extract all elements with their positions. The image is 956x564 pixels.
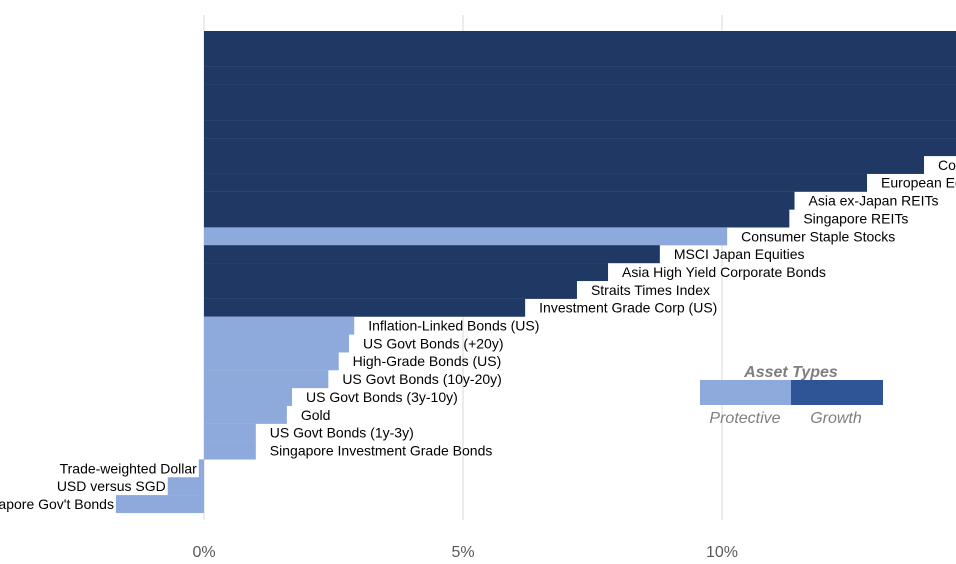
legend-label-protective: Protective (709, 410, 780, 427)
bar-label: Singapore REITs (803, 210, 908, 226)
bar (204, 173, 868, 192)
bar (204, 298, 526, 317)
bar (198, 459, 204, 478)
bar-label: European Equities (881, 175, 956, 191)
bar-label: Gold (301, 407, 331, 423)
bar (167, 477, 204, 496)
x-tick-label: 5% (451, 544, 474, 561)
bar (204, 138, 956, 157)
bar (204, 423, 256, 442)
bar (204, 191, 795, 210)
bar (204, 245, 660, 264)
bar (204, 84, 956, 103)
bars (115, 31, 956, 514)
bar (204, 280, 577, 299)
x-tick-label: 0% (192, 544, 215, 561)
bar (204, 388, 293, 406)
bar (204, 263, 609, 282)
bar-label: US Govt Bonds (10y-20y) (342, 371, 502, 387)
bar (204, 66, 956, 85)
bar (204, 441, 256, 460)
legend-label-growth: Growth (810, 410, 862, 427)
bar-label: Trade-weighted Dollar (60, 460, 198, 476)
bar (204, 31, 956, 49)
bar-label: Singapore Gov't Bonds (0, 496, 114, 512)
x-axis-ticks: -5%0%5%10%15%20%25% (192, 544, 738, 561)
bar-label: Investment Grade Corp (US) (539, 300, 717, 316)
bar (204, 405, 287, 424)
bar (204, 316, 355, 335)
bar (204, 370, 329, 389)
bar-label: US Govt Bonds (+20y) (363, 335, 503, 351)
legend-swatch-protective (700, 380, 791, 405)
bar (204, 120, 956, 139)
bar-label: US Govt Bonds (1y-3y) (270, 425, 414, 441)
bar-label: MSCI Japan Equities (674, 246, 805, 262)
bar (204, 48, 956, 67)
x-tick-label: 10% (706, 544, 738, 561)
bar (115, 495, 204, 514)
bar-label: Convertible Securities (US) (938, 157, 956, 173)
bar (204, 352, 339, 371)
bar-label: Singapore Investment Grade Bonds (270, 442, 493, 458)
bar (204, 155, 925, 174)
bar-label: Asia ex-Japan REITs (809, 193, 939, 209)
bar (204, 102, 956, 121)
bar (204, 334, 350, 353)
bar-label: US Govt Bonds (3y-10y) (306, 389, 458, 405)
bar-label: Inflation-Linked Bonds (US) (368, 318, 539, 334)
bar (204, 227, 728, 246)
bar-label: USD versus SGD (57, 478, 166, 494)
bar (204, 209, 790, 228)
legend: Asset Types Protective Growth (700, 364, 883, 427)
bar-label: Consumer Staple Stocks (741, 228, 895, 244)
bar-label: Asia High Yield Corporate Bonds (622, 264, 826, 280)
legend-title: Asset Types (743, 364, 838, 381)
legend-swatch-growth (791, 380, 883, 405)
bar-label: Straits Times Index (591, 282, 710, 298)
bar-label: High-Grade Bonds (US) (353, 353, 502, 369)
bar-labels: Technology StocksSmall-Cap Growth Stocks… (0, 157, 956, 512)
